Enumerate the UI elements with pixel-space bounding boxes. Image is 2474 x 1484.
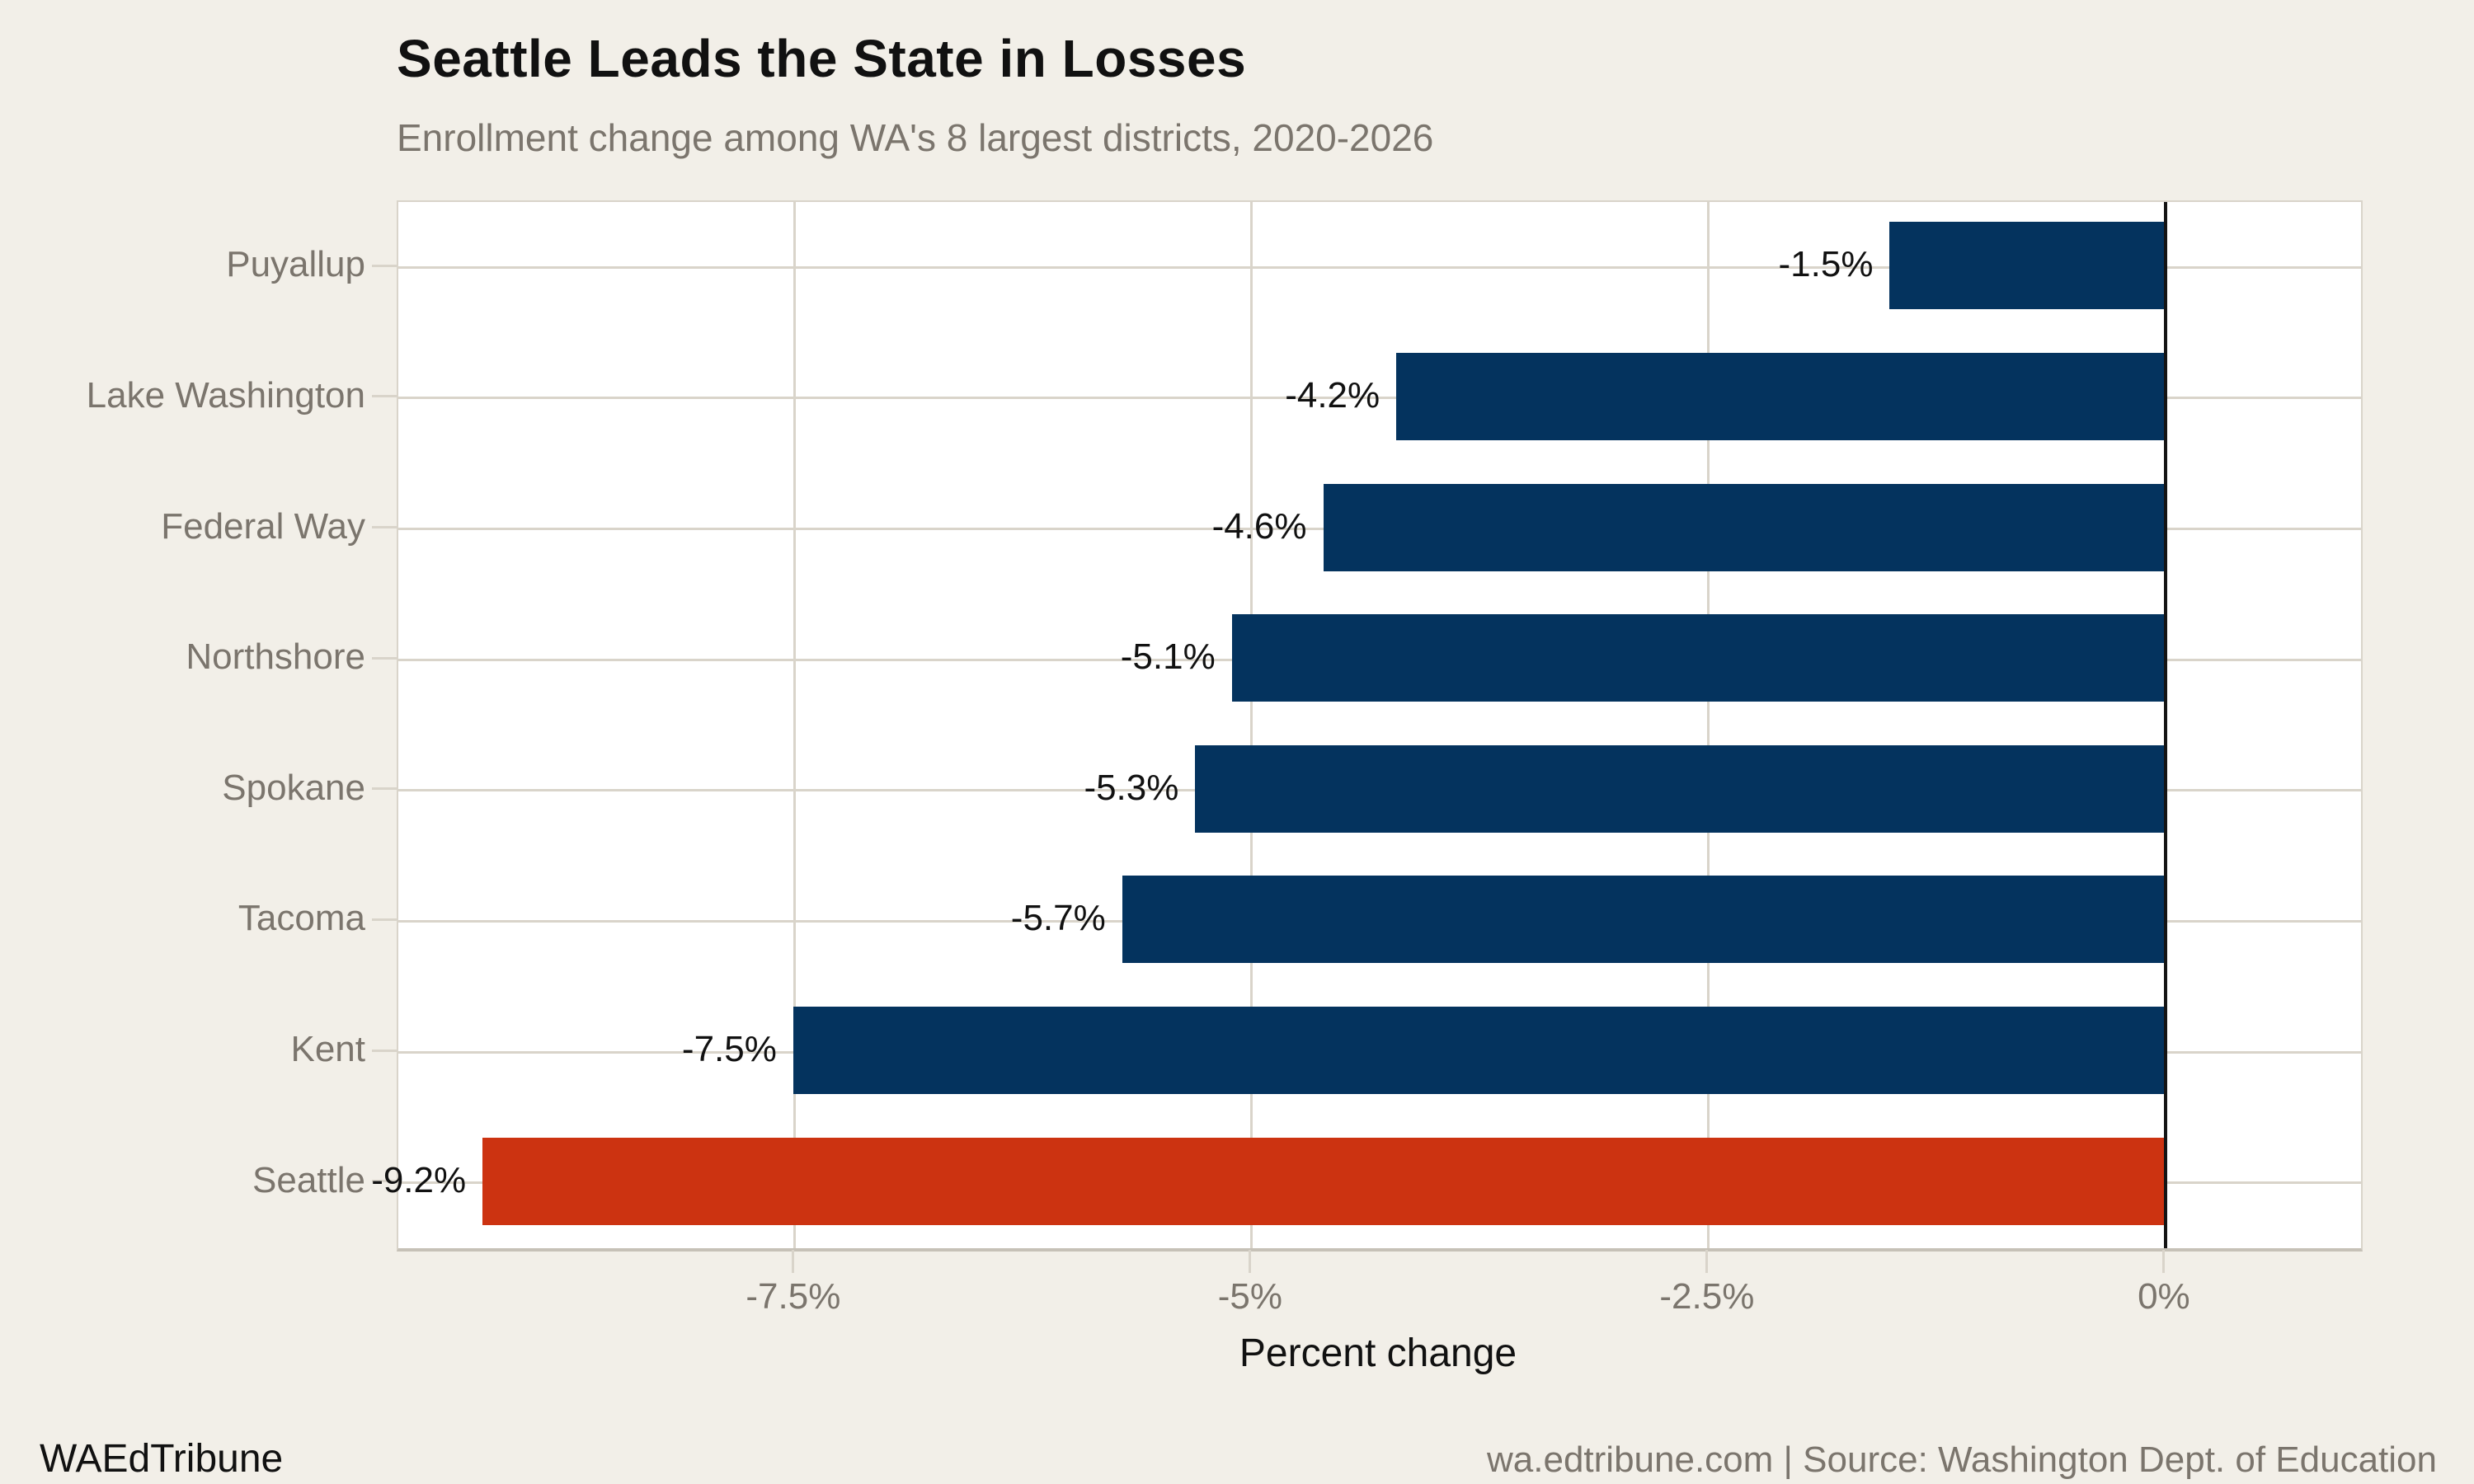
category-label: Puyallup	[226, 244, 365, 285]
bar-federal-way	[1323, 483, 2164, 571]
bar-value-label: -4.2%	[1285, 374, 1380, 416]
x-axis-tick	[1705, 1250, 1709, 1273]
bar-value-label: -4.6%	[1211, 505, 1307, 547]
x-tick-label: -2.5%	[1659, 1276, 1755, 1317]
footer-brand: WAEdTribune	[40, 1437, 284, 1481]
bar-tacoma	[1122, 876, 2164, 964]
category-label: Tacoma	[238, 898, 365, 939]
category-tick	[372, 656, 397, 660]
category-tick	[372, 918, 397, 921]
x-tick-label: -7.5%	[745, 1276, 841, 1317]
x-tick-label: 0%	[2138, 1276, 2190, 1317]
x-axis-tick	[1249, 1250, 1252, 1273]
x-gridline	[1250, 202, 1253, 1248]
category-tick	[372, 1049, 397, 1052]
category-tick	[372, 1180, 397, 1183]
category-label: Northshore	[186, 636, 365, 678]
category-label: Spokane	[222, 767, 365, 808]
bar-value-label: -1.5%	[1778, 244, 1874, 285]
x-axis-title: Percent change	[1239, 1331, 1517, 1375]
bar-value-label: -5.3%	[1084, 767, 1179, 808]
x-gridline	[1707, 202, 1710, 1248]
category-label: Seattle	[252, 1159, 365, 1200]
bar-value-label: -7.5%	[681, 1029, 777, 1070]
x-gridline	[793, 202, 797, 1248]
x-axis-tick	[2162, 1250, 2166, 1273]
category-label: Lake Washington	[86, 374, 365, 416]
category-label: Kent	[290, 1029, 365, 1070]
x-axis-tick	[792, 1250, 795, 1273]
footer-source: wa.edtribune.com | Source: Washington De…	[1487, 1439, 2437, 1480]
zero-baseline	[2163, 202, 2167, 1248]
chart-title: Seattle Leads the State in Losses	[397, 29, 1247, 88]
category-tick	[372, 264, 397, 267]
category-tick	[372, 526, 397, 529]
category-label: Federal Way	[161, 505, 365, 547]
y-gridline	[398, 265, 2361, 269]
category-tick	[372, 787, 397, 791]
chart-subtitle: Enrollment change among WA's 8 largest d…	[397, 116, 1434, 159]
bar-value-label: -5.7%	[1010, 898, 1106, 939]
bar-seattle	[482, 1137, 2164, 1225]
bar-value-label: -5.1%	[1120, 636, 1216, 678]
bar-lake-washington	[1396, 352, 2164, 440]
bar-spokane	[1195, 744, 2164, 833]
category-tick	[372, 395, 397, 398]
y-gridline	[398, 397, 2361, 400]
x-tick-label: -5%	[1217, 1276, 1282, 1317]
bar-value-label: -9.2%	[371, 1159, 467, 1200]
bar-northshore	[1231, 614, 2164, 702]
bar-kent	[793, 1007, 2164, 1095]
bar-puyallup	[1889, 222, 2164, 310]
